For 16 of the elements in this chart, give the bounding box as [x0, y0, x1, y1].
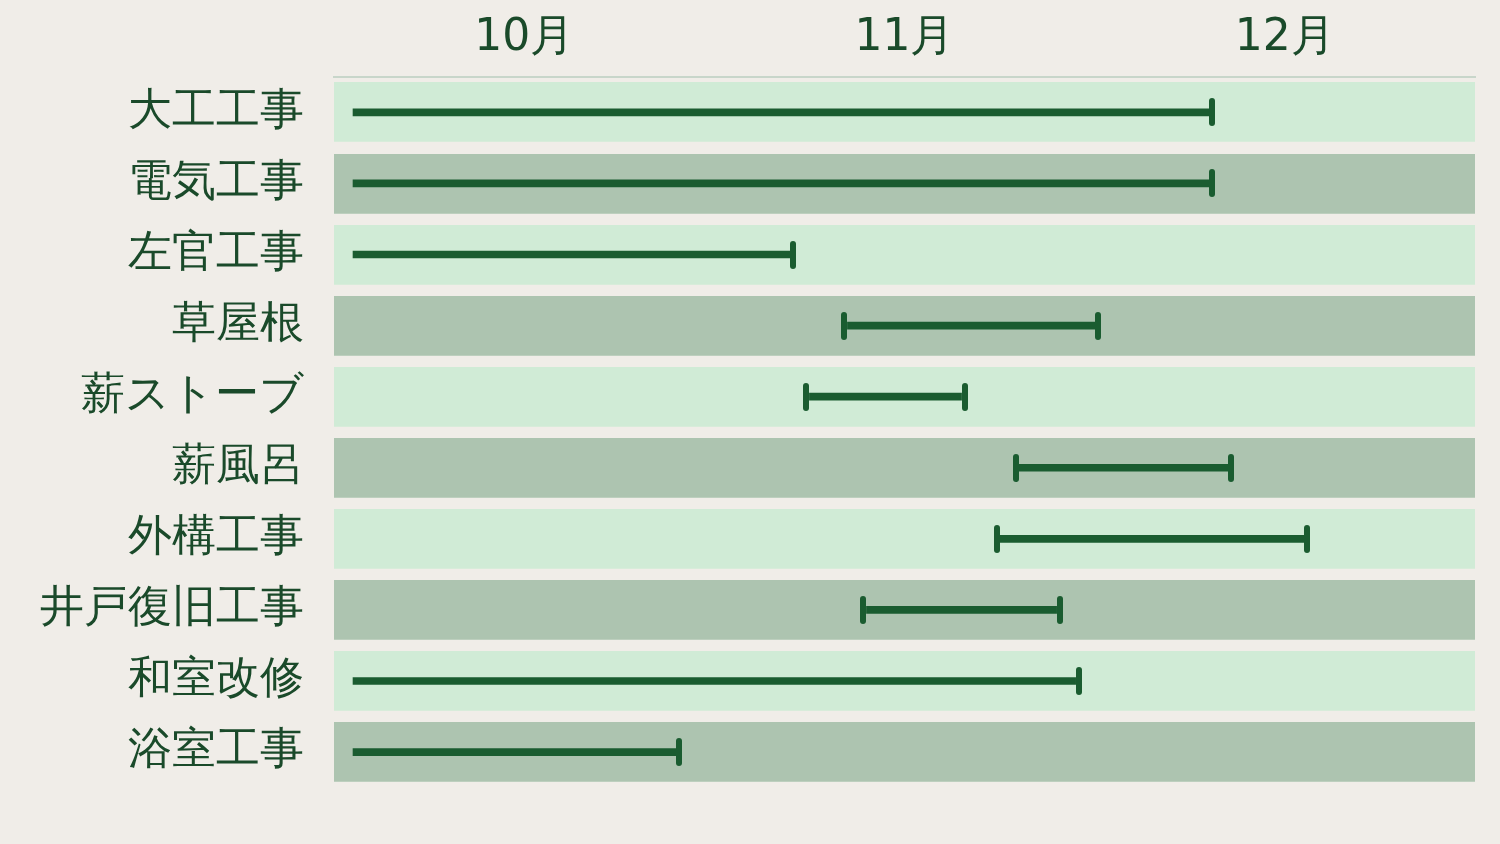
- x-tick-label: 12月: [1234, 8, 1335, 60]
- y-tick-label: 外構工事: [128, 509, 304, 561]
- bar: [352, 748, 677, 756]
- bar: [352, 677, 1076, 685]
- y-tick-label: 薪ストーブ: [81, 367, 304, 419]
- y-tick-label: 左官工事: [128, 224, 304, 276]
- y-tick-label: 大工工事: [128, 82, 304, 134]
- x-tick-label: 11月: [854, 8, 955, 60]
- y-tick-label: 和室改修: [128, 651, 304, 703]
- x-tick-label: 10月: [474, 8, 575, 60]
- y-tick-label: 電気工事: [128, 153, 304, 205]
- y-tick-label: 薪風呂: [172, 438, 304, 490]
- y-tick-label: 浴室工事: [128, 722, 304, 774]
- y-tick-label: 井戸復旧工事: [40, 580, 304, 632]
- y-tick-label: 草屋根: [172, 296, 304, 348]
- bar: [866, 606, 1057, 614]
